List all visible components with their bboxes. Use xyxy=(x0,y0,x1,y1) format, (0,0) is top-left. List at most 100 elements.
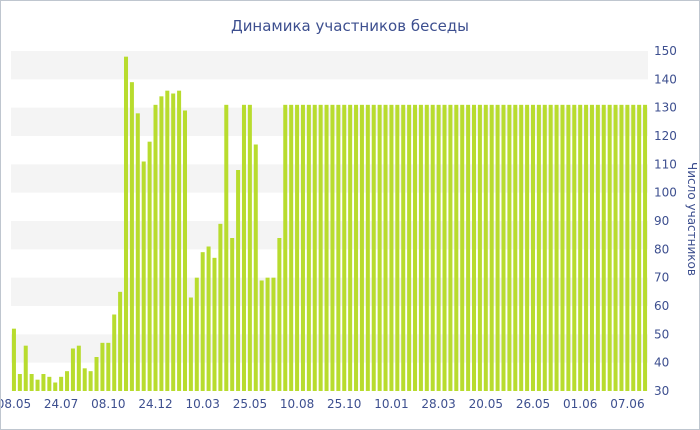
bar xyxy=(389,104,394,391)
bar xyxy=(283,104,288,391)
bar xyxy=(413,104,418,391)
bar xyxy=(566,104,571,391)
bar xyxy=(59,376,64,391)
bar xyxy=(359,104,364,391)
bar xyxy=(41,374,46,391)
bar xyxy=(601,104,606,391)
bar xyxy=(501,104,506,391)
x-tick-label: 24.12 xyxy=(138,397,172,411)
bar xyxy=(495,104,500,391)
bar xyxy=(194,277,199,391)
bar xyxy=(542,104,547,391)
bar xyxy=(436,104,441,391)
bar xyxy=(619,104,624,391)
y-tick-label: 120 xyxy=(654,129,677,143)
grid-band xyxy=(11,277,648,306)
bar xyxy=(147,141,152,391)
bar xyxy=(572,104,577,391)
bar xyxy=(200,252,205,391)
bar xyxy=(584,104,589,391)
bar xyxy=(159,96,164,391)
y-tick-label: 150 xyxy=(654,44,677,58)
bar xyxy=(23,345,28,391)
bar xyxy=(112,314,117,391)
bar xyxy=(637,104,642,391)
bar xyxy=(371,104,376,391)
bar xyxy=(454,104,459,391)
bar xyxy=(76,345,81,391)
bar xyxy=(135,113,140,391)
bar xyxy=(595,104,600,391)
grid-band xyxy=(11,107,648,136)
bar xyxy=(65,371,70,391)
bar xyxy=(306,104,311,391)
bar xyxy=(365,104,370,391)
bar xyxy=(324,104,329,391)
bar xyxy=(578,104,583,391)
bar xyxy=(153,104,158,391)
bar xyxy=(265,277,270,391)
bar xyxy=(442,104,447,391)
grid-band xyxy=(11,164,648,193)
bar xyxy=(424,104,429,391)
bar xyxy=(489,104,494,391)
x-tick-label: 10.01 xyxy=(374,397,408,411)
bar xyxy=(29,374,34,391)
bar xyxy=(613,104,618,391)
bar xyxy=(271,277,276,391)
y-tick-labels: 30 40 50 60 70 80 90 100 110 120 130 140 150 xyxy=(654,44,677,398)
bar xyxy=(354,104,359,391)
bar xyxy=(519,104,524,391)
x-tick-label: 10.08 xyxy=(280,397,314,411)
bar xyxy=(100,342,105,391)
bar xyxy=(477,104,482,391)
y-tick-label: 40 xyxy=(654,356,669,370)
bar xyxy=(295,104,300,391)
x-tick-label: 07.06 xyxy=(610,397,644,411)
bar xyxy=(631,104,636,391)
bar xyxy=(277,238,282,391)
bar xyxy=(318,104,323,391)
bar xyxy=(418,104,423,391)
bar xyxy=(259,280,264,391)
x-tick-label: 08.10 xyxy=(91,397,125,411)
bar xyxy=(525,104,530,391)
x-tick-label: 01.06 xyxy=(563,397,597,411)
bar xyxy=(53,382,58,391)
bar xyxy=(171,93,176,391)
y-axis-label: Число участников xyxy=(685,162,699,276)
bar xyxy=(129,82,134,392)
bar xyxy=(560,104,565,391)
bar xyxy=(241,104,246,391)
x-tick-label: 10.03 xyxy=(186,397,220,411)
bar xyxy=(607,104,612,391)
grid-band xyxy=(11,334,648,363)
bar xyxy=(643,104,648,391)
bar xyxy=(11,328,16,391)
bar xyxy=(430,104,435,391)
grid-bands xyxy=(11,51,648,363)
bar xyxy=(253,144,258,391)
bar xyxy=(177,90,182,392)
bar xyxy=(401,104,406,391)
bar xyxy=(377,104,382,391)
x-tick-label: 20.05 xyxy=(469,397,503,411)
x-tick-label: 25.05 xyxy=(233,397,267,411)
bar xyxy=(625,104,630,391)
bar xyxy=(466,104,471,391)
bar xyxy=(182,110,187,391)
bar xyxy=(106,342,111,391)
bar xyxy=(206,246,211,391)
bar xyxy=(94,357,99,391)
bar xyxy=(300,104,305,391)
y-tick-label: 100 xyxy=(654,186,677,200)
bar xyxy=(383,104,388,391)
bar xyxy=(460,104,465,391)
bar xyxy=(530,104,535,391)
bar xyxy=(70,348,75,391)
bar xyxy=(230,238,235,391)
bar xyxy=(312,104,317,391)
x-tick-label: 24.07 xyxy=(44,397,78,411)
bar xyxy=(472,104,477,391)
